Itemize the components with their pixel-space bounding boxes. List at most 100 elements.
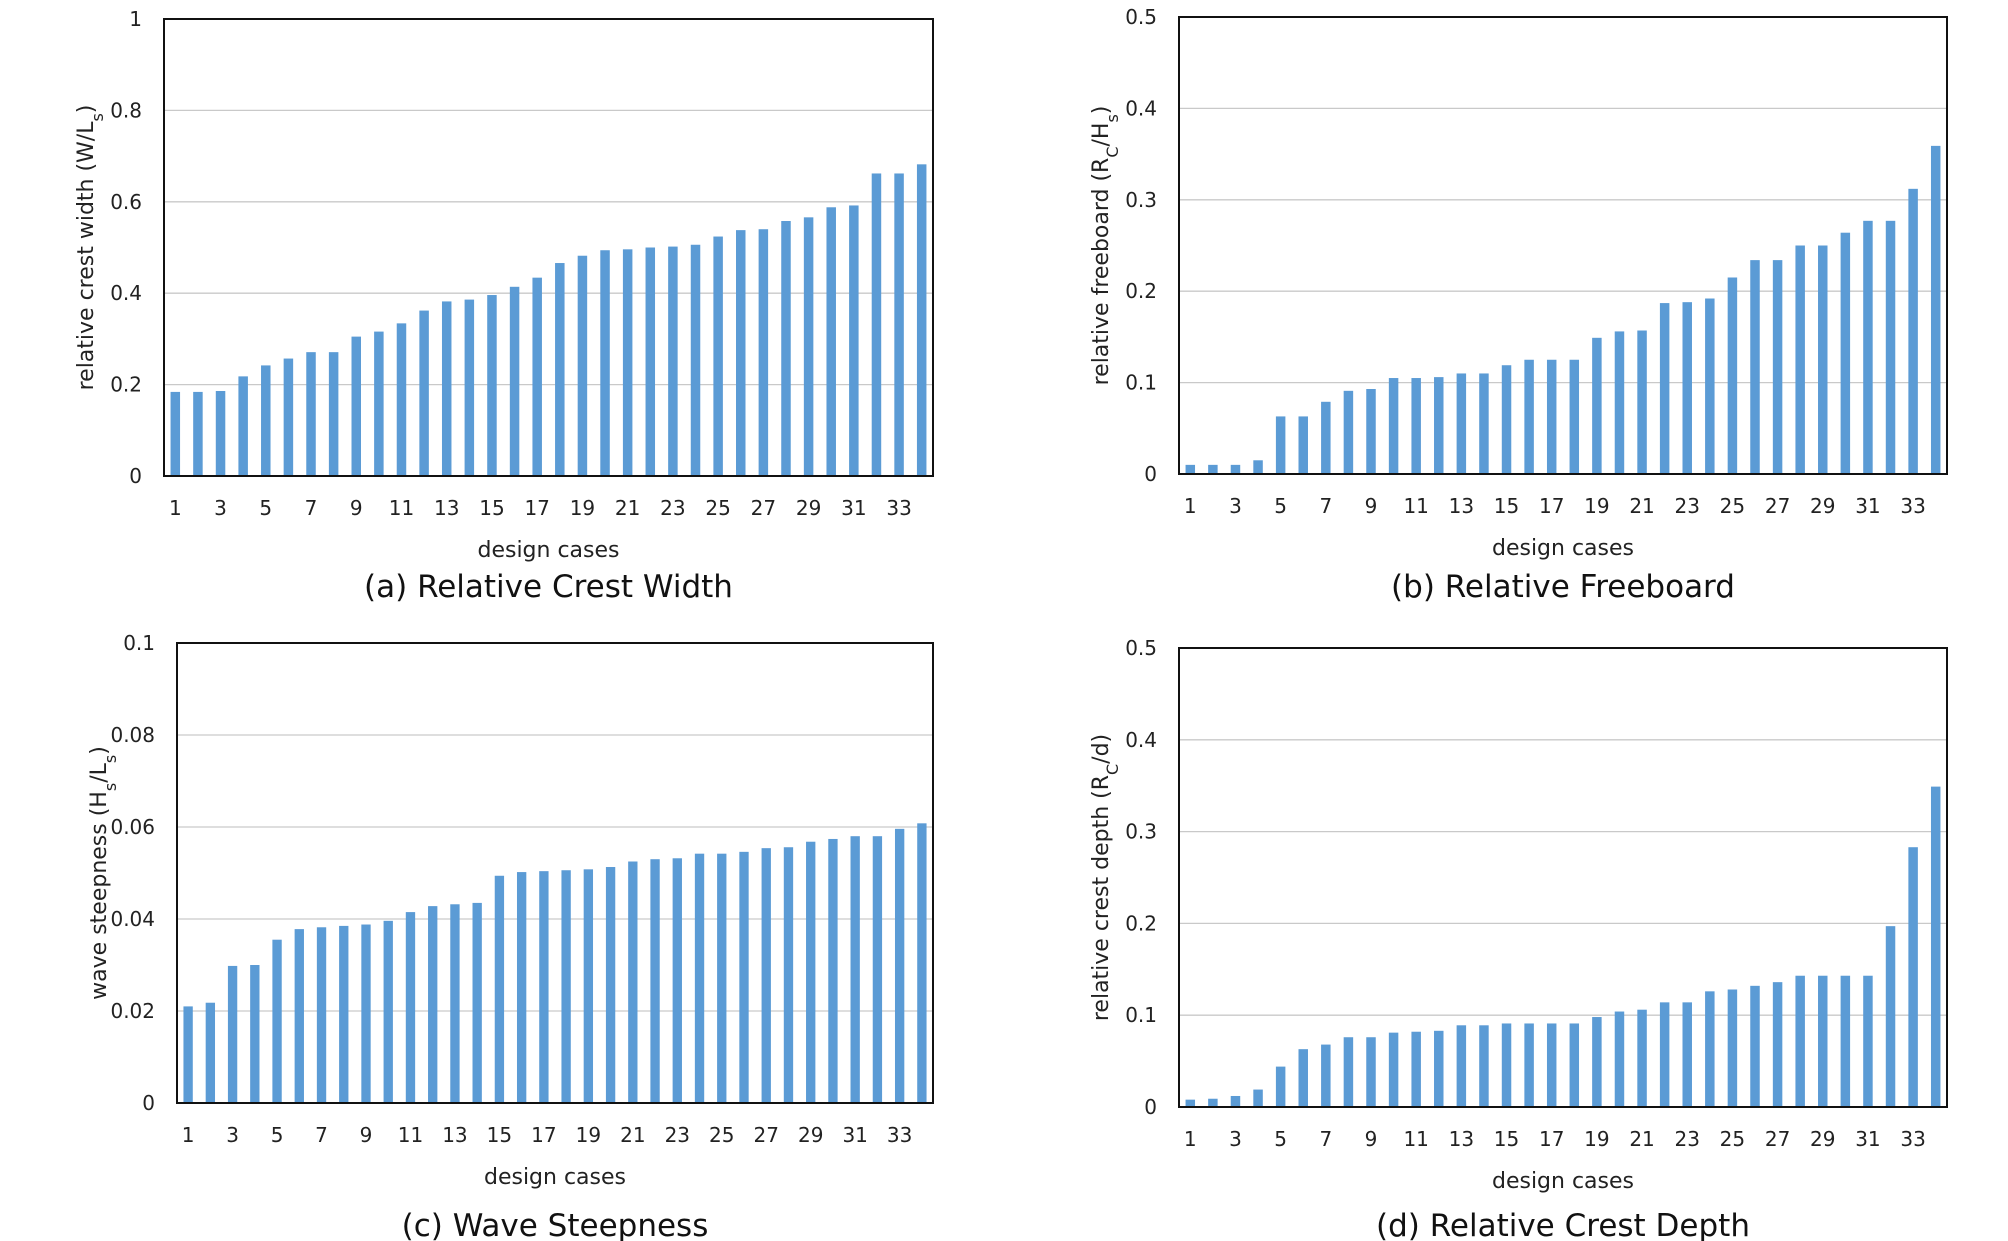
x-tick-label: 29: [1810, 494, 1835, 518]
bar: [1863, 220, 1873, 474]
x-tick-label: 31: [842, 1123, 867, 1147]
bar: [1637, 330, 1647, 474]
bar: [1546, 1023, 1557, 1107]
bar: [850, 836, 860, 1103]
y-tick-label: 0.5: [1125, 636, 1157, 660]
y-tick-label: 0.2: [1125, 279, 1157, 303]
x-tick-label: 19: [1584, 1127, 1609, 1151]
bar: [1366, 1037, 1376, 1107]
x-tick-label: 21: [1629, 1127, 1654, 1151]
bar: [539, 871, 549, 1103]
bar: [1863, 975, 1873, 1107]
x-tick-label: 17: [1539, 1127, 1564, 1151]
x-tick-label: 13: [1449, 1127, 1474, 1151]
x-tick-label: 13: [1449, 494, 1474, 518]
y-tick-label: 0.04: [110, 907, 155, 931]
x-tick-label: 31: [841, 496, 866, 520]
y-tick-label: 0.8: [110, 98, 142, 122]
bar: [1569, 359, 1580, 474]
bar: [205, 1002, 216, 1103]
plot-frame: [1178, 16, 1948, 475]
bar: [1298, 416, 1308, 474]
x-tick-label: 17: [1539, 494, 1564, 518]
bar: [1388, 1032, 1399, 1107]
bar: [1682, 1002, 1692, 1107]
panel-caption: (b) Relative Freeboard: [1391, 569, 1735, 605]
x-tick-label: 19: [576, 1123, 601, 1147]
bar: [1840, 232, 1851, 474]
bar: [622, 249, 633, 476]
bar: [1321, 401, 1331, 474]
bar: [238, 376, 248, 476]
x-tick-label: 21: [615, 496, 640, 520]
x-tick-label: 25: [1720, 1127, 1745, 1151]
bar: [736, 230, 746, 476]
bar: [781, 220, 791, 476]
x-tick-label: 29: [798, 1123, 823, 1147]
x-tick-label: 13: [442, 1123, 467, 1147]
plot-frame: [1178, 647, 1948, 1108]
bar: [294, 929, 304, 1103]
x-tick-label: 11: [1403, 1127, 1428, 1151]
x-axis-title: design cases: [1492, 1169, 1634, 1194]
bar: [464, 299, 475, 476]
bar: [694, 853, 705, 1103]
x-tick-label: 11: [1403, 494, 1428, 518]
bar: [1772, 982, 1783, 1107]
bar: [1479, 1025, 1489, 1107]
x-tick-label: 33: [887, 1123, 912, 1147]
bar: [1546, 359, 1557, 474]
panel-caption: (a) Relative Crest Width: [364, 569, 733, 605]
bar: [516, 872, 527, 1103]
bar: [261, 365, 271, 476]
bar: [783, 847, 794, 1103]
x-tick-label: 7: [1319, 1127, 1332, 1151]
bar: [1818, 245, 1828, 474]
x-tick-label: 19: [570, 496, 595, 520]
x-tick-label: 29: [796, 496, 821, 520]
x-tick-label: 3: [1229, 1127, 1242, 1151]
bar: [600, 250, 610, 476]
bar: [917, 823, 927, 1103]
x-tick-label: 1: [1184, 1127, 1197, 1151]
bar: [577, 255, 588, 476]
bar: [1569, 1023, 1580, 1107]
bar: [306, 352, 316, 476]
x-tick-label: 3: [214, 496, 227, 520]
bar: [250, 965, 260, 1103]
y-tick-label: 0.3: [1125, 188, 1157, 212]
plot-frame: [176, 642, 934, 1104]
bar: [283, 358, 294, 476]
x-tick-label: 27: [1765, 1127, 1790, 1151]
x-tick-label: 15: [487, 1123, 512, 1147]
bar: [1275, 416, 1286, 474]
bar: [1524, 1023, 1534, 1107]
x-tick-label: 23: [665, 1123, 690, 1147]
bar: [1411, 1031, 1421, 1107]
x-tick-label: 9: [1365, 1127, 1378, 1151]
x-tick-label: 7: [1319, 494, 1332, 518]
x-tick-label: 5: [1274, 1127, 1287, 1151]
x-tick-label: 11: [389, 496, 414, 520]
bar: [1253, 1089, 1263, 1107]
bar: [826, 207, 836, 476]
y-axis-title: relative crest depth (RC/d): [1089, 734, 1122, 1021]
bar: [1479, 373, 1489, 474]
bar: [561, 870, 571, 1103]
bar: [494, 875, 505, 1103]
bar: [758, 229, 769, 476]
bar: [828, 838, 838, 1103]
bar: [1275, 1066, 1286, 1107]
bar: [1253, 460, 1263, 474]
panel-caption: (c) Wave Steepness: [402, 1208, 709, 1241]
panel-b: 00.10.20.30.40.51 3 5 7 9 11 13 15 17 19 21 23 25 27 2…: [1089, 5, 1948, 605]
bar: [1185, 1099, 1196, 1107]
bar: [1208, 464, 1218, 474]
bar: [316, 927, 327, 1103]
x-tick-label: 23: [660, 496, 685, 520]
bar: [1524, 359, 1534, 474]
x-tick-label: 27: [1765, 494, 1790, 518]
x-tick-label: 23: [1675, 1127, 1700, 1151]
y-axis-title: relative crest width (W/Ls): [74, 105, 107, 391]
